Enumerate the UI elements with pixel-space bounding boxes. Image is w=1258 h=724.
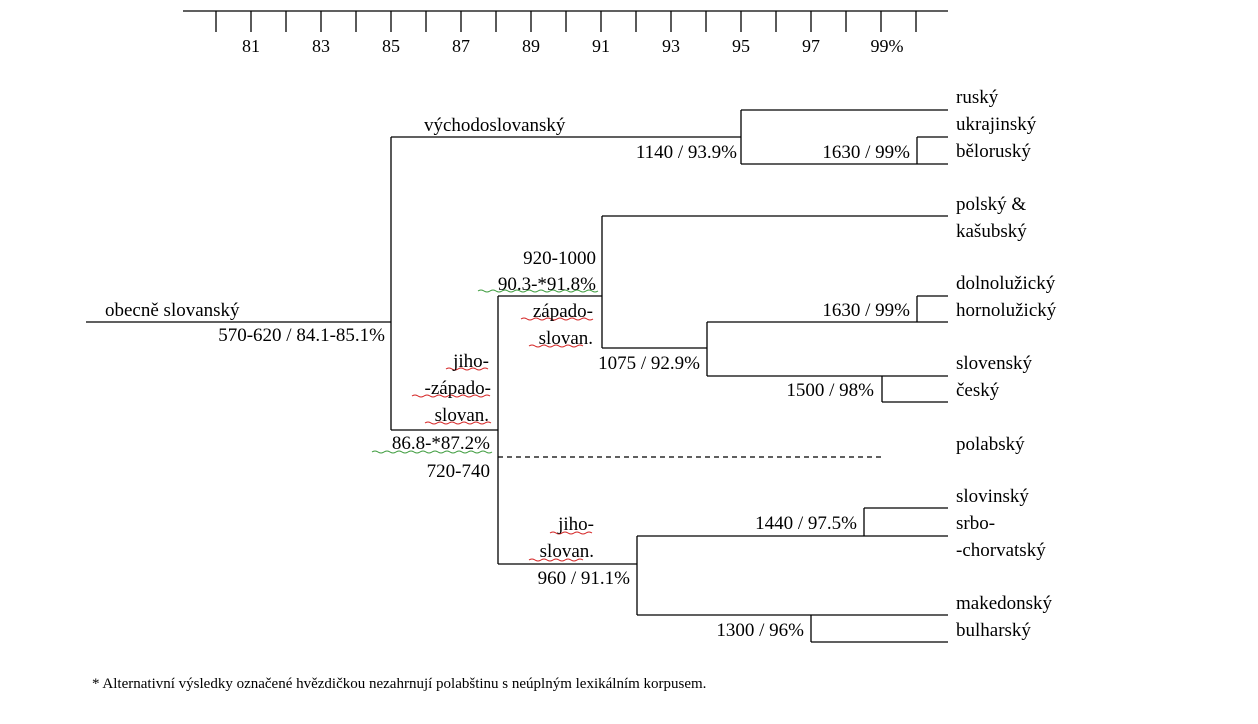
axis-tick-label: 81 xyxy=(242,36,260,56)
squiggle-southwest-value xyxy=(371,450,493,454)
percentage-axis: 81 83 85 87 89 91 93 95 97 99% xyxy=(183,10,948,56)
axis-tick-label: 85 xyxy=(382,36,400,56)
squiggle-south-name-2 xyxy=(528,558,584,562)
squiggle-west-value xyxy=(477,289,599,293)
south-value: 960 / 91.1% xyxy=(538,568,631,589)
root-name: obecně slovanský xyxy=(105,300,240,321)
czechoslovak-value: 1500 / 98% xyxy=(786,380,874,401)
language-label-slovinsky: slovinský xyxy=(956,486,1029,507)
east-value: 1140 / 93.9% xyxy=(636,142,737,163)
west-name-2: slovan. xyxy=(539,328,593,349)
squiggle-southwest-name-1 xyxy=(445,367,489,371)
west-value-1: 920-1000 xyxy=(523,248,596,269)
squiggle-south-name-1 xyxy=(549,531,593,535)
west-value-2: 90.3-*91.8% xyxy=(498,274,596,295)
language-label-makedonsky: makedonský xyxy=(956,593,1053,614)
tree-branches xyxy=(86,109,948,643)
axis-tick-label: 95 xyxy=(732,36,750,56)
language-label-belorusky: běloruský xyxy=(956,141,1031,162)
branch-labels: obecně slovanský 570-620 / 84.1-85.1% vý… xyxy=(105,115,910,641)
axis-tick-label: 93 xyxy=(662,36,680,56)
language-label-hornoluzicky: hornolužický xyxy=(956,300,1057,321)
squiggle-southwest-name-2 xyxy=(411,394,491,398)
axis-tick-label: 97 xyxy=(802,36,820,56)
language-label-ukrajinsky: ukrajinský xyxy=(956,114,1037,135)
axis-tick-label: 87 xyxy=(452,36,470,56)
southwest-name-1: jiho- xyxy=(452,351,489,372)
language-label-dolnoluzicky: dolnolužický xyxy=(956,273,1056,294)
west-inner-value: 1075 / 92.9% xyxy=(598,353,700,374)
squiggle-west-name-2 xyxy=(528,344,584,348)
language-label-cesky: český xyxy=(956,380,1000,401)
axis-tick-label: 89 xyxy=(522,36,540,56)
east-sub-value: 1630 / 99% xyxy=(822,142,910,163)
axis-tick-label: 99% xyxy=(871,36,904,56)
east-name: východoslovanský xyxy=(424,115,566,136)
language-label-polsky: polský & xyxy=(956,194,1026,215)
southwest-name-3: slovan. xyxy=(435,405,489,426)
language-label-srbo: srbo- xyxy=(956,513,995,534)
axis-tick-label: 91 xyxy=(592,36,610,56)
language-label-rusky: ruský xyxy=(956,87,999,108)
south-name-1: jiho- xyxy=(557,514,594,535)
language-label-slovensky: slovenský xyxy=(956,353,1033,374)
language-label-kasubsky: kašubský xyxy=(956,221,1027,242)
south-west-value: 1440 / 97.5% xyxy=(755,513,857,534)
southwest-name-2: -západo- xyxy=(425,378,491,399)
west-name-1: západo- xyxy=(533,301,593,322)
southwest-value-2: 720-740 xyxy=(427,461,490,482)
squiggle-west-name-1 xyxy=(520,317,594,321)
axis-tick-label: 83 xyxy=(312,36,330,56)
root-value: 570-620 / 84.1-85.1% xyxy=(218,325,385,346)
language-labels: ruský ukrajinský běloruský polský & kašu… xyxy=(956,87,1057,641)
southwest-value-1: 86.8-*87.2% xyxy=(392,433,490,454)
spellcheck-marks xyxy=(371,289,599,562)
south-east-value: 1300 / 96% xyxy=(716,620,804,641)
language-label-bulharsky: bulharský xyxy=(956,620,1031,641)
language-label-chorvatsky: -chorvatský xyxy=(956,540,1046,561)
squiggle-southwest-name-3 xyxy=(424,421,492,425)
language-label-polabsky: polabský xyxy=(956,434,1025,455)
south-name-2: slovan. xyxy=(540,541,594,562)
footnote: * Alternativní výsledky označené hvězdič… xyxy=(92,676,707,692)
lusatian-value: 1630 / 99% xyxy=(822,300,910,321)
